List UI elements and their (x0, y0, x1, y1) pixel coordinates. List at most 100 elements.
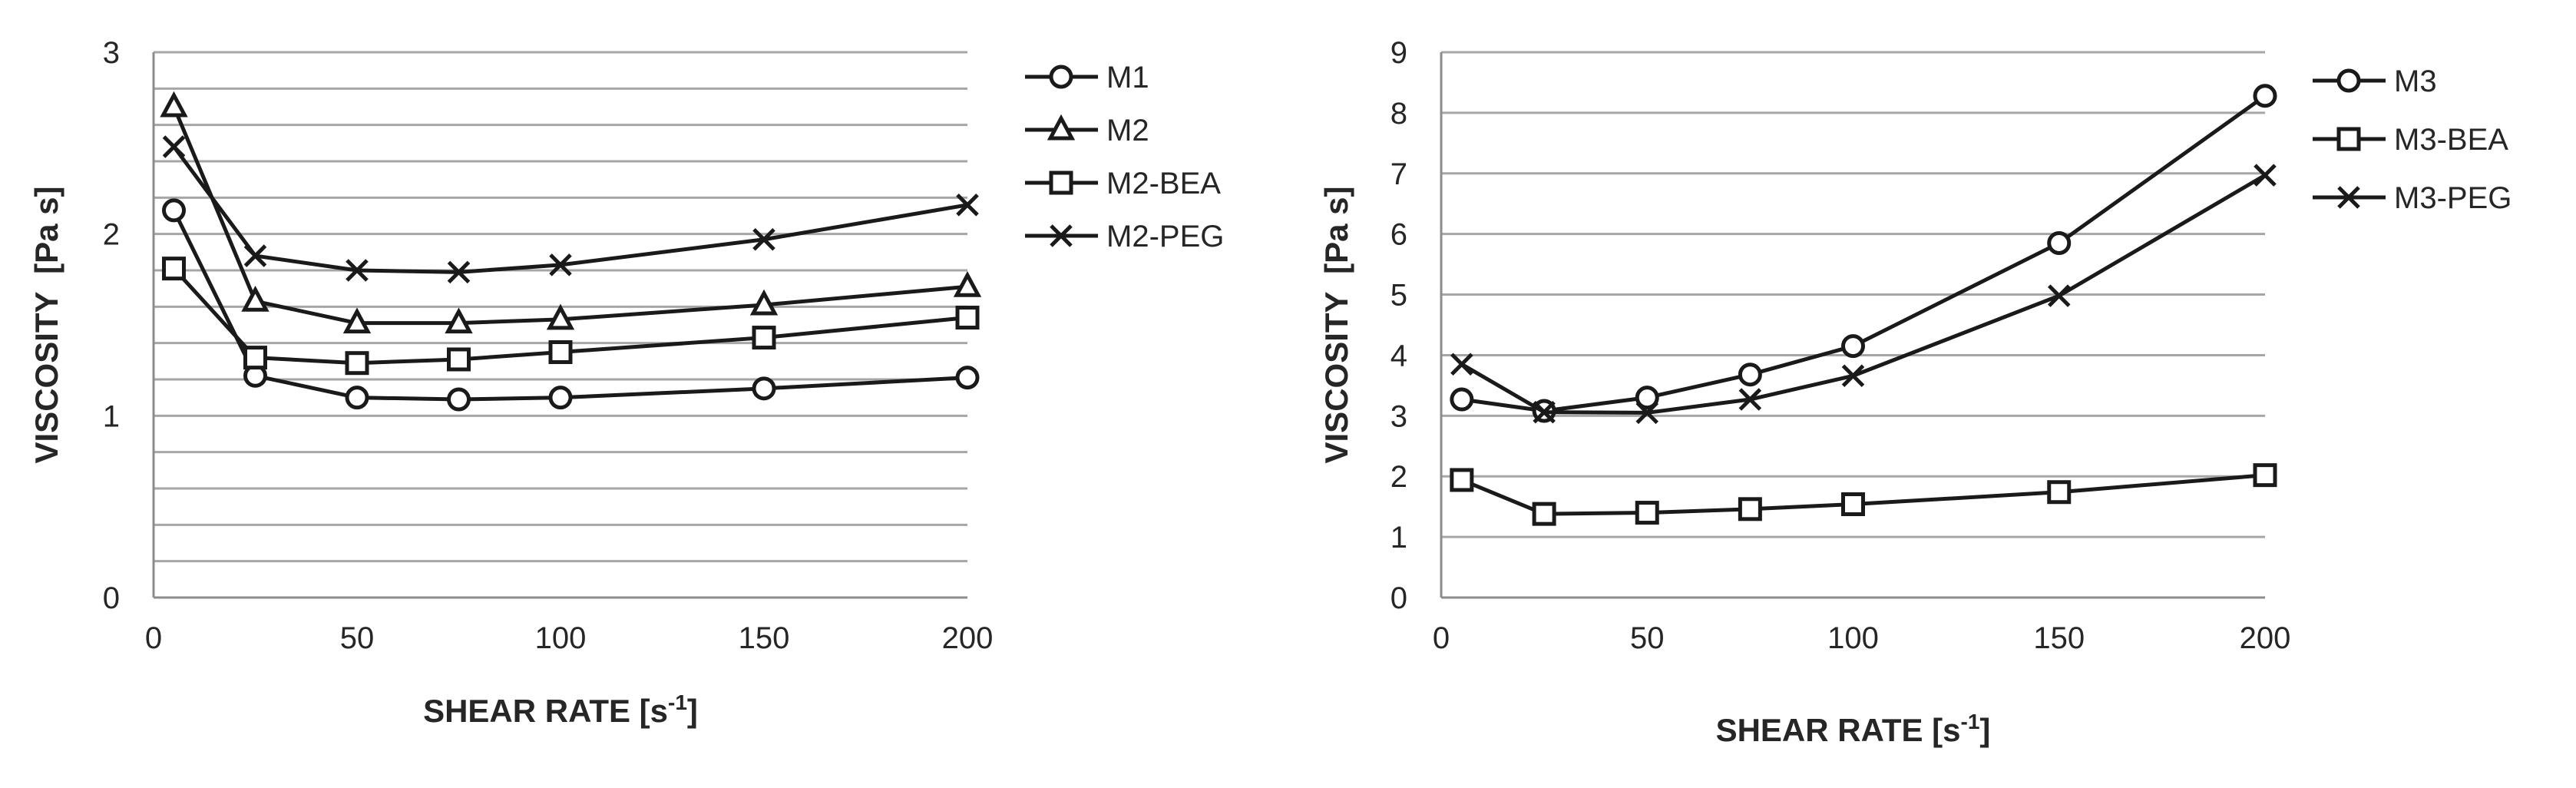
x-tick-label: 200 (2240, 621, 2291, 655)
series-m2 (160, 91, 982, 334)
y-tick-label: 8 (1391, 97, 1407, 131)
y-tick-label: 4 (1391, 339, 1407, 372)
series-line (172, 145, 968, 274)
marker-x-0 (162, 135, 186, 158)
marker-x-4 (1841, 364, 1865, 388)
y-tick-label: 2 (103, 218, 120, 252)
x-axis-title-close: ] (1979, 712, 1990, 748)
chart-1: 0 1 2 3 0 50 100 150 200 VISCOSITY [Pa s] SHEAR RA… (28, 36, 1224, 729)
marker-triangle-5 (749, 289, 779, 316)
legend-label: M3-PEG (2394, 181, 2512, 215)
y-tick-label: 0 (103, 581, 120, 615)
x-tick-label: 50 (1630, 621, 1665, 655)
marker-square-4 (548, 340, 573, 364)
marker-circle-0 (1450, 387, 1474, 412)
marker-triangle-2 (342, 307, 372, 334)
marker-circle-0 (162, 198, 186, 223)
x-axis-title: SHEAR RATE [s-1] (1716, 710, 1991, 748)
marker-square-1 (243, 346, 267, 370)
marker-circle-4 (1841, 334, 1865, 359)
marker-x-6 (956, 194, 979, 217)
chart-2: 0 1 2 3 4 5 6 7 8 9 0 50 100 150 200 VISCOSITY [Pa s] SH… (1318, 36, 2512, 748)
x-axis-title-superscript: -1 (668, 690, 687, 714)
series-m3-peg (1450, 164, 2277, 425)
legend-item-m2-peg: M2-PEG (1025, 220, 1224, 253)
marker-circle-4 (548, 386, 573, 410)
legend-label: M1 (1106, 61, 1149, 94)
marker-x-3 (447, 260, 471, 284)
marker-square-5 (2047, 480, 2072, 505)
y-tick-label: 6 (1391, 218, 1407, 252)
marker-circle-6 (955, 366, 980, 390)
y-tick-label: 1 (103, 399, 120, 433)
x-axis-title: SHEAR RATE [s-1] (423, 690, 698, 729)
marker-circle-legend (1049, 65, 1073, 89)
marker-square-0 (1450, 468, 1474, 492)
y-tick-label: 3 (103, 36, 120, 70)
gridlines (154, 51, 967, 563)
marker-circle-2 (345, 386, 369, 410)
marker-x-2 (346, 259, 369, 282)
marker-square-2 (1635, 501, 1659, 525)
marker-square-2 (345, 351, 369, 376)
marker-x-legend (1050, 224, 1073, 247)
marker-square-legend (1049, 171, 1073, 195)
series-line (172, 209, 968, 402)
marker-triangle-0 (160, 91, 188, 118)
marker-x-6 (2254, 164, 2277, 187)
marker-square-4 (1841, 492, 1865, 517)
x-tick-label: 150 (2033, 621, 2085, 655)
x-tick-label: 100 (535, 621, 587, 655)
x-tick-label: 50 (340, 621, 375, 655)
marker-square-3 (1738, 497, 1762, 521)
series-m2-bea (162, 257, 980, 376)
series-line (1461, 94, 2267, 413)
marker-square-legend (2336, 127, 2361, 151)
marker-x-5 (2047, 284, 2071, 307)
x-tick-label: 100 (1827, 621, 1879, 655)
marker-square-3 (447, 347, 471, 372)
marker-square-6 (2253, 463, 2277, 488)
x-axis-title-close: ] (687, 693, 698, 729)
marker-x-1 (1533, 400, 1556, 424)
marker-circle-3 (447, 387, 471, 412)
x-tick-label: 150 (739, 621, 790, 655)
legend-item-m3-peg: M3-PEG (2313, 181, 2512, 215)
marker-circle-3 (1738, 363, 1762, 387)
marker-x-legend (2337, 186, 2360, 209)
series-m1 (162, 198, 980, 412)
marker-x-4 (549, 253, 572, 276)
legend-label: M3-BEA (2394, 123, 2508, 157)
series-line (172, 106, 968, 326)
marker-circle-6 (2253, 84, 2277, 108)
y-axis-title: VISCOSITY [Pa s] (1318, 187, 1354, 464)
y-tick-label: 2 (1391, 460, 1407, 494)
x-tick-label: 0 (145, 621, 162, 655)
marker-circle-5 (2047, 231, 2072, 255)
legend-item-m1: M1 (1025, 61, 1149, 94)
x-tick-label: 0 (1433, 621, 1450, 655)
marker-triangle-4 (546, 303, 575, 330)
x-axis-title-main: SHEAR RATE [s (1716, 712, 1961, 748)
marker-x-5 (752, 227, 775, 251)
legend-label: M2-PEG (1106, 220, 1224, 253)
legend-item-m3-bea: M3-BEA (2313, 123, 2508, 157)
x-axis-title-superscript: -1 (1961, 710, 1980, 733)
legend-item-m2-bea: M2-BEA (1025, 167, 1221, 200)
x-axis-title-main: SHEAR RATE [s (423, 693, 668, 729)
y-tick-label: 1 (1391, 521, 1407, 555)
y-axis-title: VISCOSITY [Pa s] (28, 187, 64, 464)
gridlines (1441, 51, 2265, 538)
marker-circle-5 (752, 376, 776, 401)
legend-label: M2 (1106, 114, 1149, 147)
marker-x-0 (1450, 353, 1473, 376)
marker-square-5 (752, 326, 776, 350)
marker-triangle-legend (1047, 114, 1076, 141)
marker-square-0 (162, 257, 186, 281)
marker-square-1 (1532, 502, 1556, 526)
marker-circle-legend (2336, 68, 2361, 93)
y-tick-label: 0 (1391, 581, 1407, 615)
marker-triangle-1 (241, 285, 270, 312)
legend-item-m3: M3 (2313, 65, 2437, 98)
legend-label: M3 (2394, 65, 2437, 98)
